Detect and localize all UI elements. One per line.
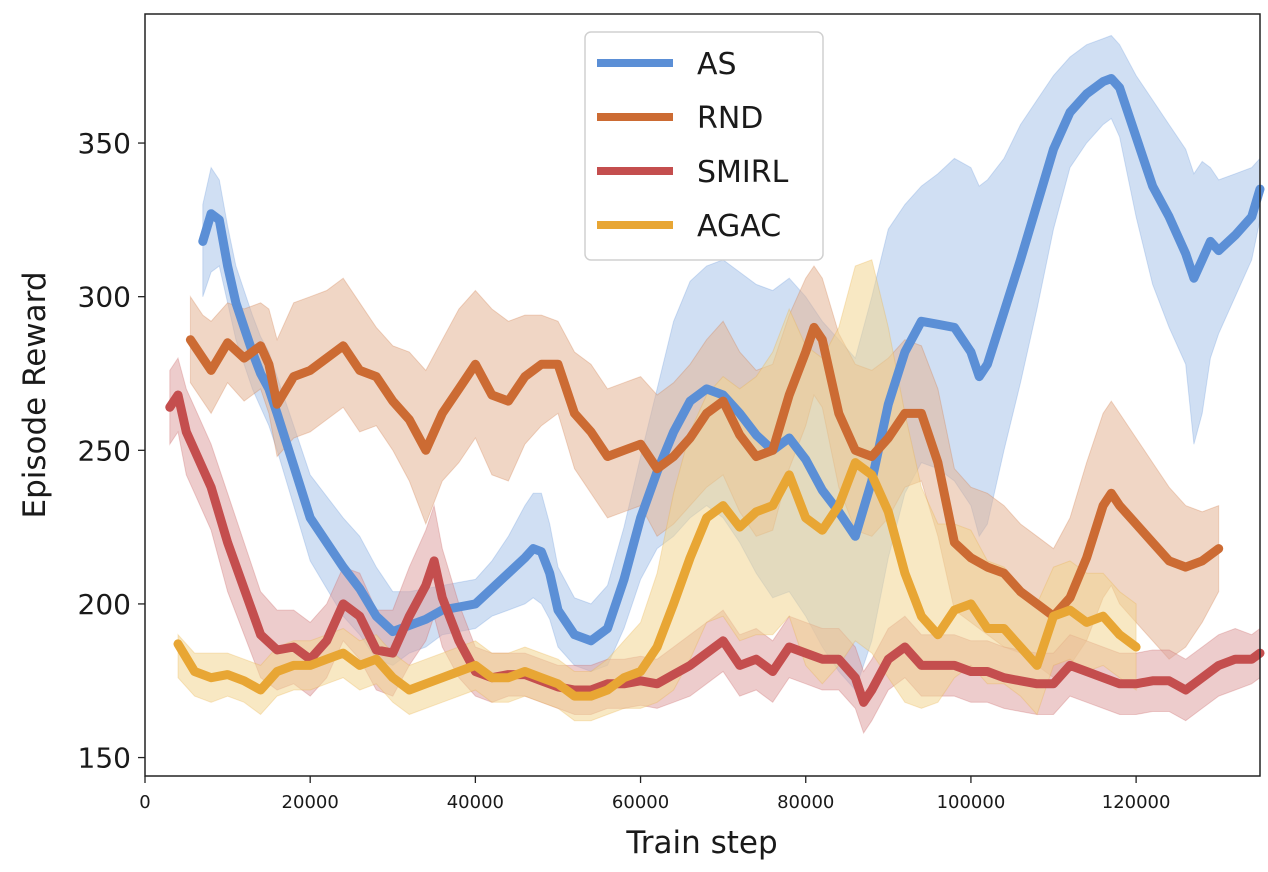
- x-tick-label: 0: [139, 792, 150, 813]
- series-lines: [165, 74, 1265, 707]
- x-tick-label: 100000: [937, 792, 1006, 813]
- x-tick-label: 120000: [1102, 792, 1171, 813]
- plot-frame: [144, 13, 1261, 777]
- legend-label-smirl: SMIRL: [697, 155, 789, 190]
- x-axis-ticks: 0 20000 40000 60000 80000 100000 120000: [139, 776, 1170, 813]
- legend-label-as: AS: [697, 47, 737, 82]
- y-axis-title: Episode Reward: [17, 271, 53, 518]
- x-axis-title: Train step: [625, 825, 777, 861]
- as-line: [198, 74, 1265, 646]
- legend-box: [584, 31, 824, 261]
- x-tick-label: 80000: [777, 792, 834, 813]
- y-tick-label: 150: [78, 742, 131, 775]
- y-tick-label: 200: [78, 588, 131, 621]
- y-axis-ticks: 150 200 250 300 350: [78, 127, 145, 775]
- x-tick-label: 40000: [447, 792, 504, 813]
- legend: AS RND SMIRL AGAC: [584, 31, 824, 261]
- agac-line: [173, 458, 1141, 701]
- y-tick-label: 300: [78, 281, 131, 314]
- y-tick-label: 350: [78, 127, 131, 160]
- x-tick-label: 60000: [612, 792, 669, 813]
- x-tick-label: 20000: [282, 792, 339, 813]
- legend-label-agac: AGAC: [697, 209, 781, 244]
- legend-label-rnd: RND: [697, 101, 763, 136]
- y-tick-label: 250: [78, 434, 131, 467]
- smirl-line: [165, 390, 1265, 707]
